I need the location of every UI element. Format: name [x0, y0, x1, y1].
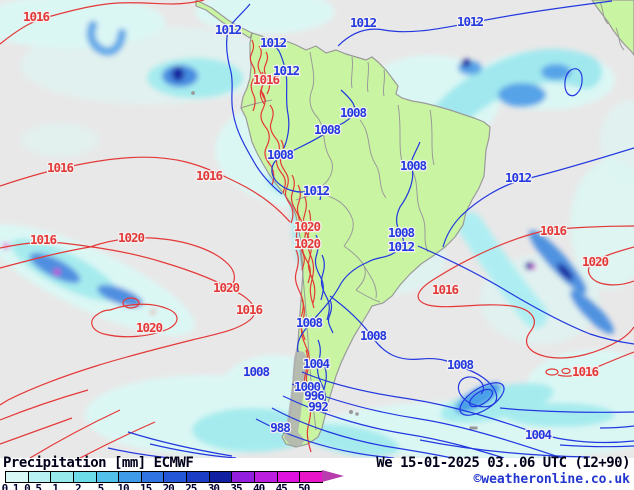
- isobar-label-blue: 1008: [267, 147, 294, 162]
- colorbar-tick-label: 45: [275, 482, 288, 490]
- isobar-label-blue: 988: [270, 420, 290, 435]
- colorbar-tick-label: 1: [52, 482, 59, 490]
- isobar-label-red: 1020: [294, 219, 321, 234]
- colorbar-cell: [187, 472, 210, 482]
- isobar-label-blue: 1012: [457, 14, 484, 29]
- isobar-label-blue: 1012: [273, 63, 300, 78]
- isobar-label-blue: 1008: [447, 357, 474, 372]
- colorbar-cell: [300, 472, 322, 482]
- isobar-label-blue: 1008: [388, 225, 415, 240]
- colorbar-cell: [51, 472, 74, 482]
- colorbar-cell: [96, 472, 120, 482]
- colorbar-tick-label: 2: [74, 482, 82, 490]
- south-america-landmass: [240, 32, 491, 448]
- isobar-label-red: 1016: [47, 160, 74, 175]
- isobar-label-red: 1020: [136, 320, 163, 335]
- isobar-label-blue: 992: [308, 399, 328, 414]
- copyright-link[interactable]: ©weatheronline.co.uk: [473, 472, 630, 487]
- colorbar-tick-label: 50: [298, 482, 310, 490]
- colorbar-tick-label: 5: [97, 482, 105, 490]
- isobar-label-red: 1020: [118, 230, 145, 245]
- isobar-label-blue: 1008: [360, 328, 387, 343]
- colorbar-cell: [6, 472, 29, 482]
- isobar-label-red: 1016: [196, 168, 223, 183]
- isobars-red: [0, 0, 634, 458]
- isobar-labels: 1016 1016 1016 1016 1020 1016 1020 1016 1020 1020…: [22, 8, 611, 444]
- isobar-label-blue: 1008: [400, 158, 427, 173]
- colorbar-cell: [164, 472, 188, 482]
- colorbar-cell: [119, 472, 142, 482]
- colorbar-tick-labels: 0.1 0.5 1 2 5 10 15 20 25 30 35 40 45 50: [1, 482, 345, 490]
- isobar-label-red: 1020: [294, 236, 321, 251]
- landmasses: [191, 0, 634, 448]
- isobar-label-blue: 1008: [314, 122, 341, 137]
- colorbar-tick-label: 25: [185, 482, 197, 490]
- colorbar-cell: [28, 472, 52, 482]
- colorbar-tick-label: 15: [139, 482, 152, 490]
- isobar-label-blue: 1012: [350, 15, 377, 30]
- map-svg: 1016 1016 1016 1016 1020 1016 1020 1016 1020 1020…: [0, 0, 634, 458]
- colorbar-cell: [277, 472, 301, 482]
- colorbar-tick-label: 0.1: [1, 482, 20, 490]
- isobar-label-red: 1016: [572, 364, 599, 379]
- forecast-datetime: We 15-01-2025 03..06 UTC (12+90): [376, 455, 630, 471]
- colorbar-tick-label: 20: [162, 482, 175, 490]
- isobar-label-blue: 1004: [525, 427, 552, 442]
- patagonia-terrain: [284, 350, 308, 447]
- isobar-label-red: 1016: [236, 302, 263, 317]
- isobar-label-red: 1016: [30, 232, 57, 247]
- colorbar-tick-label: 40: [252, 482, 265, 490]
- precipitation-map: 1016 1016 1016 1016 1020 1016 1020 1016 1020 1020…: [0, 0, 634, 458]
- isobar-label-blue: 1008: [296, 315, 323, 330]
- isobar-label-red: 1020: [582, 254, 609, 269]
- precipitation-colorbar: [5, 471, 323, 483]
- isobars-blue: [107, 0, 634, 458]
- isobar-label-blue: 1004: [303, 356, 330, 371]
- colorbar-cell: [73, 472, 97, 482]
- isobar-label-blue: 1000: [294, 379, 321, 394]
- isobar-label-red: 1020: [213, 280, 240, 295]
- colorbar-cell: [255, 472, 278, 482]
- colorbar-arrow-icon: [322, 470, 344, 482]
- colorbar-cell: [141, 472, 165, 482]
- isobar-label-blue: 1012: [215, 22, 242, 37]
- isobar-label-red: 1016: [540, 223, 567, 238]
- isobar-label-blue: 1012: [303, 183, 330, 198]
- colorbar-tick-label: 10: [117, 482, 129, 490]
- colorbar-tick-label: 0.5: [24, 482, 42, 490]
- isobar-label-red: 1016: [432, 282, 459, 297]
- isobar-label-red: 1016: [253, 72, 280, 87]
- isobar-label-blue: 1008: [243, 364, 270, 379]
- country-borders: [191, 1, 625, 431]
- isobar-label-blue: 1008: [340, 105, 367, 120]
- isobar-label-blue: 1012: [388, 239, 415, 254]
- isobar-label-blue: 1012: [505, 170, 532, 185]
- colorbar-tick-label: 35: [230, 482, 242, 490]
- isobar-label-red: 1016: [23, 9, 50, 24]
- central-america-landmass: [195, 0, 253, 39]
- legend-title: Precipitation [mm] ECMWF: [3, 455, 194, 471]
- colorbar-cell: [232, 472, 256, 482]
- colorbar-cell: [209, 472, 233, 482]
- colorbar-tick-label: 30: [207, 482, 220, 490]
- legend-bar: Precipitation [mm] ECMWF We 15-01-2025 0…: [0, 455, 634, 490]
- isobar-label-blue: 1012: [260, 35, 287, 50]
- isobar-label-blue: 996: [304, 388, 324, 403]
